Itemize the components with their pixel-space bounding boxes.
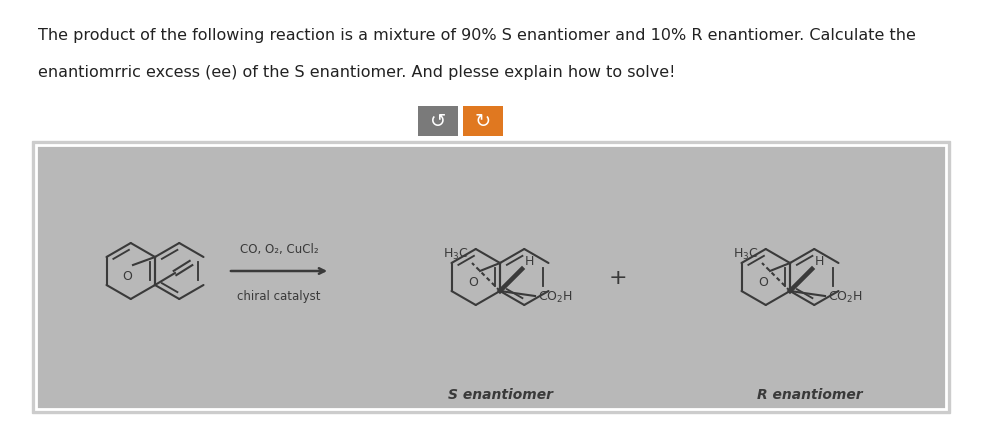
- Text: O: O: [758, 275, 768, 289]
- Text: S enantiomer: S enantiomer: [447, 387, 553, 401]
- Bar: [36, 146, 946, 409]
- Text: O: O: [468, 275, 478, 289]
- Text: enantiomrric excess (ee) of the S enantiomer. And plesse explain how to solve!: enantiomrric excess (ee) of the S enanti…: [38, 65, 676, 80]
- Text: The product of the following reaction is a mixture of 90% S enantiomer and 10% R: The product of the following reaction is…: [38, 28, 916, 43]
- Bar: [463, 107, 503, 137]
- Text: H$_3$C: H$_3$C: [734, 246, 759, 261]
- Text: H: H: [525, 255, 535, 267]
- Text: R enantiomer: R enantiomer: [757, 387, 863, 401]
- Text: H$_3$C: H$_3$C: [443, 246, 469, 261]
- Text: CO$_2$H: CO$_2$H: [538, 289, 573, 304]
- Bar: [418, 107, 458, 137]
- Text: +: +: [609, 267, 627, 287]
- Text: CO, O₂, CuCl₂: CO, O₂, CuCl₂: [239, 243, 318, 255]
- Bar: [32, 141, 950, 413]
- Text: O: O: [122, 269, 132, 283]
- Text: H: H: [815, 255, 824, 267]
- Text: CO$_2$H: CO$_2$H: [828, 289, 863, 304]
- Text: ↺: ↺: [429, 112, 446, 131]
- Text: chiral catalyst: chiral catalyst: [237, 289, 321, 302]
- Text: ↻: ↻: [475, 112, 492, 131]
